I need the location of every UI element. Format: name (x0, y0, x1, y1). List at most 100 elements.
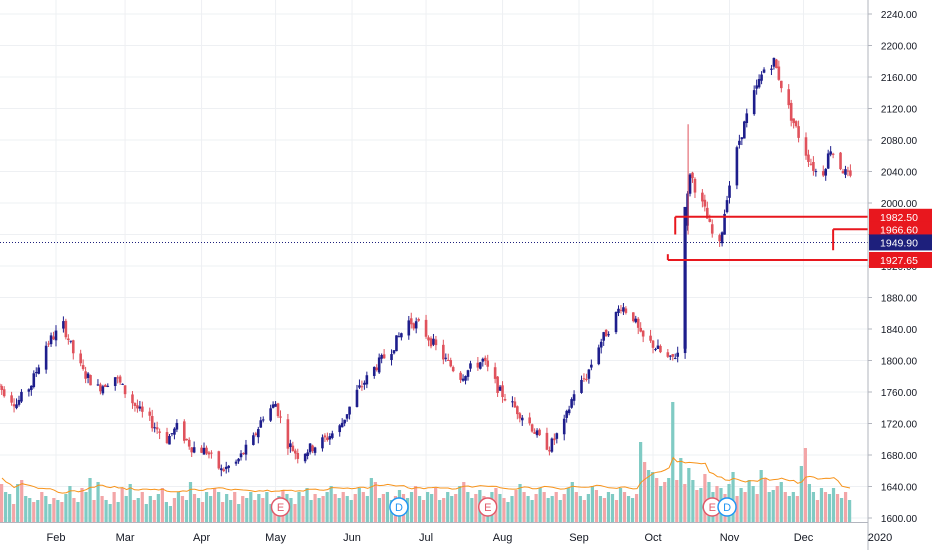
y-tick-label: 2240.00 (881, 10, 918, 21)
earnings-marker[interactable]: E (270, 497, 291, 517)
volume-bar (683, 484, 687, 522)
volume-bar (269, 504, 273, 522)
candle-body (451, 367, 455, 372)
y-tick-label: 1840.00 (881, 325, 918, 336)
volume-bar (24, 496, 28, 522)
volume-bar (369, 478, 373, 522)
candle-body (738, 140, 741, 145)
earnings-marker[interactable]: E (702, 497, 722, 517)
candle-body (345, 414, 349, 419)
candle-body (501, 385, 504, 398)
candle-body (812, 162, 815, 171)
dividend-marker[interactable]: D (717, 497, 737, 517)
candle-body (668, 355, 672, 357)
candle-body (829, 151, 832, 155)
earnings-marker[interactable]: E (477, 497, 498, 517)
candle-body (170, 433, 174, 435)
candle-body (545, 432, 549, 450)
volume-bar (699, 488, 703, 522)
candle-body (294, 450, 297, 454)
candle-body (81, 365, 85, 370)
candle-body (303, 453, 307, 462)
candle-body (659, 345, 662, 353)
candle-body (479, 362, 482, 369)
volume-bar (426, 492, 430, 522)
candle-body (276, 403, 280, 417)
y-tick-label: 1760.00 (881, 388, 918, 399)
volume-bar (554, 492, 558, 522)
x-tick-label: 2020 (868, 532, 892, 544)
volume-bar (417, 496, 422, 522)
volume-bar (474, 494, 478, 522)
candle-body (582, 378, 586, 380)
volume-bar (827, 494, 832, 522)
candle-body (429, 338, 433, 347)
candle-body (787, 89, 791, 106)
volume-bar (64, 494, 68, 522)
volume-bar (217, 492, 221, 522)
candle-body (745, 113, 749, 123)
candle-body (10, 395, 13, 403)
candle-body (27, 389, 31, 392)
candle-body (242, 452, 245, 455)
volume-bar (639, 442, 643, 522)
candle-body (71, 340, 75, 354)
volume-bar (626, 496, 631, 522)
candle-body (483, 357, 487, 361)
x-tick-label: Jul (419, 532, 433, 544)
candle-body (493, 367, 497, 379)
candle-body (770, 68, 773, 70)
candle-body (101, 386, 105, 394)
dividend-marker[interactable]: D (389, 497, 409, 517)
volume-bar (261, 498, 265, 522)
y-tick-label: 1680.00 (881, 451, 918, 462)
candle-body (807, 154, 810, 163)
candle-body (466, 370, 470, 377)
candle-body (792, 118, 795, 124)
y-tick-label: 1800.00 (881, 357, 918, 368)
volume-bar (675, 480, 679, 522)
candle-body (651, 340, 655, 348)
candle-body (44, 345, 48, 370)
candle-body (671, 354, 675, 357)
candle-body (622, 307, 625, 312)
axis-corner (869, 523, 932, 551)
candle-body (323, 435, 327, 438)
candle-body (821, 171, 825, 176)
volume-bar (76, 502, 80, 522)
candle-body (824, 169, 828, 176)
volume-bar (241, 496, 245, 522)
candle-body (409, 318, 413, 325)
volume-bar (237, 504, 241, 522)
candle-body (106, 385, 110, 387)
candle-body (844, 169, 847, 175)
candle-body (535, 430, 539, 436)
volume-bar (462, 482, 466, 522)
candle-body (538, 429, 541, 436)
volume-bar (546, 498, 550, 522)
candle-body (96, 384, 100, 386)
candle-body (701, 192, 704, 202)
y-tick-label: 1600.00 (881, 514, 918, 525)
candle-body (321, 437, 324, 449)
volume-bar (229, 500, 233, 522)
volume-bar (630, 498, 635, 522)
volume-bar (434, 488, 438, 522)
volume-bar (526, 496, 530, 522)
volume-bar (160, 488, 164, 522)
volume-bar (522, 492, 526, 522)
volume-bar (40, 492, 44, 522)
candle-body (261, 419, 265, 421)
candle-body (175, 422, 179, 430)
candle-body (380, 354, 383, 359)
volume-bar (815, 500, 820, 522)
candle-body (831, 153, 835, 155)
candle-body (476, 362, 480, 368)
candle-body (688, 174, 692, 194)
candle-body (338, 425, 342, 433)
volume-bar (116, 502, 120, 522)
volume-bar (739, 488, 743, 522)
volume-bar (409, 492, 414, 522)
candle-body (67, 338, 70, 341)
candle-body (2, 389, 6, 397)
